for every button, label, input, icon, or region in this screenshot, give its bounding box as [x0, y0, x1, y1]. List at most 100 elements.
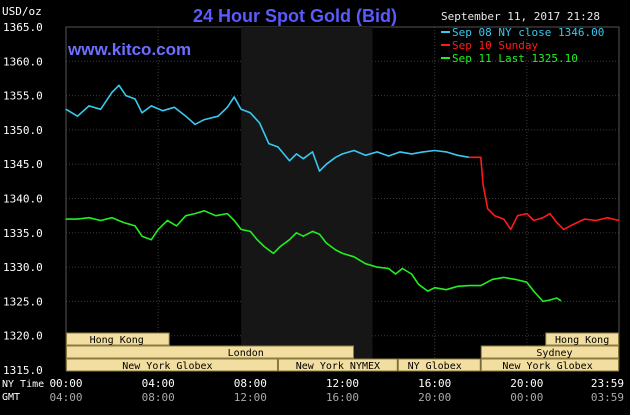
series-point — [595, 219, 597, 222]
series-point — [618, 219, 620, 222]
series-point — [263, 245, 265, 248]
legend-entry: Sep 08 NY close 1346.00 — [452, 26, 604, 39]
series-point — [185, 215, 187, 217]
series-point — [176, 225, 178, 227]
series-point — [134, 225, 136, 227]
y-tick-label: 1360.0 — [3, 55, 43, 68]
legend-entry: Sep 10 Sunday — [452, 39, 538, 52]
series-point — [549, 213, 551, 215]
series-point — [325, 163, 327, 165]
series-point — [514, 278, 516, 280]
legend-entry: Sep 11 Last 1325.10 — [452, 52, 578, 65]
series-point — [311, 230, 314, 232]
series-point — [401, 267, 403, 270]
series-point — [288, 160, 291, 162]
series-point — [194, 123, 196, 125]
series-point — [542, 300, 544, 302]
series-point — [422, 151, 424, 153]
series-point — [318, 170, 321, 172]
series-point — [556, 221, 558, 224]
series-point — [563, 228, 565, 230]
session-bar — [66, 358, 278, 372]
series-point — [166, 219, 168, 222]
series-point — [487, 208, 489, 210]
series-point — [542, 217, 544, 219]
axis-labels: 1365.0 1360.0 1355.0 1350.0 1345.0 1340.0 1335… — [2, 21, 624, 404]
x-tick-label-gmt: 12:00 — [234, 391, 267, 404]
y-tick-label: 1340.0 — [3, 193, 43, 206]
series-point — [118, 84, 120, 86]
series-point — [194, 213, 196, 215]
series-point — [157, 228, 159, 230]
session-label: NY Globex — [408, 361, 462, 372]
y-tick-label: 1330.0 — [3, 261, 43, 274]
series-point — [434, 149, 436, 152]
series-point — [233, 219, 235, 222]
session-label: New York Globex — [122, 361, 212, 372]
series-point — [65, 108, 67, 110]
y-tick-label: 1335.0 — [3, 227, 43, 240]
session-bar — [545, 332, 619, 346]
series-point — [134, 98, 136, 100]
series-point — [503, 218, 505, 220]
market-session-bars: Hong Kong London New York Globex New York N… — [66, 332, 619, 372]
series-point — [517, 215, 519, 217]
series-point — [491, 278, 493, 280]
series-point — [311, 151, 314, 153]
series-point — [468, 285, 470, 287]
y-unit-label: USD/oz — [2, 5, 42, 18]
timestamp: September 11, 2017 21:28 — [441, 10, 600, 23]
series-point — [560, 300, 562, 302]
series-point — [318, 233, 321, 235]
y-tick-label: 1320.0 — [3, 330, 43, 343]
series-point — [526, 281, 528, 283]
series-point — [480, 156, 482, 158]
series-point — [388, 267, 390, 270]
series-point — [427, 290, 429, 292]
series-point — [141, 235, 143, 237]
series-point — [65, 218, 67, 220]
x-tick-label-ny: 20:00 — [510, 377, 543, 390]
series-point — [203, 210, 205, 212]
series-point — [302, 158, 304, 160]
session-label: London — [228, 348, 264, 359]
series-point — [457, 285, 459, 287]
x-tick-label-ny: 08:00 — [234, 377, 267, 390]
series-point — [364, 154, 367, 156]
session-bar — [66, 332, 170, 346]
x-row-label-ny: NY Time — [2, 379, 44, 390]
session-bar — [66, 345, 355, 359]
series-point — [526, 213, 528, 215]
session-label: New York NYMEX — [296, 361, 380, 372]
series-point — [341, 153, 344, 155]
session-label: Sydney — [536, 348, 572, 359]
series-point — [240, 228, 242, 230]
series-point — [335, 156, 337, 158]
series-point — [480, 285, 482, 287]
series-point — [141, 112, 143, 114]
series-point — [226, 106, 228, 108]
session-bar — [480, 345, 619, 359]
x-tick-label-ny: 04:00 — [142, 377, 175, 390]
series-point — [88, 217, 90, 219]
series-point — [76, 115, 79, 117]
x-tick-label-gmt: 08:00 — [142, 391, 175, 404]
series-point — [162, 110, 164, 112]
series-point — [583, 218, 586, 220]
series-lines — [65, 84, 620, 303]
series-point — [556, 297, 558, 299]
series-point — [295, 153, 297, 155]
series-point — [249, 112, 251, 114]
series-point — [76, 218, 79, 220]
series-point — [341, 252, 344, 254]
session-label: New York Globex — [502, 361, 592, 372]
y-tick-label: 1355.0 — [3, 90, 43, 103]
y-tick-label: 1365.0 — [3, 21, 43, 34]
series-point — [217, 115, 219, 117]
series-point — [468, 156, 470, 158]
series-point — [123, 221, 125, 224]
series-point — [376, 266, 378, 268]
